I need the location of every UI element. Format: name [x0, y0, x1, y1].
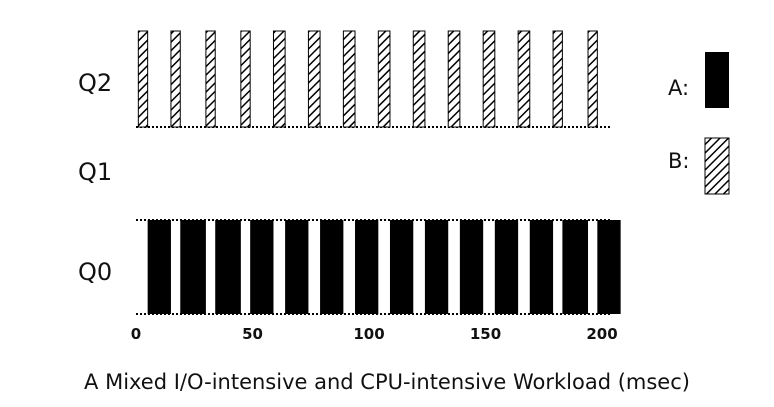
bar-b-2	[170, 30, 181, 128]
bar-a-14	[597, 220, 621, 314]
x-tick-label-200: 200	[586, 325, 617, 343]
bars-group	[137, 30, 621, 314]
bar-a-5	[285, 220, 309, 314]
bar-a-8	[389, 220, 414, 314]
x-tick-label-100: 100	[353, 325, 384, 343]
x-axis-title: A Mixed I/O-intensive and CPU-intensive …	[84, 370, 690, 394]
bar-b-11	[482, 30, 496, 128]
queue-label-q1: Q1	[78, 158, 112, 186]
bar-a-13	[562, 220, 589, 314]
legend-swatch-b	[704, 137, 730, 195]
bar-a-3	[215, 220, 241, 314]
queue-label-q2: Q2	[78, 69, 112, 97]
bar-b-6	[307, 30, 321, 128]
bar-b-3	[205, 30, 216, 128]
bar-b-9	[412, 30, 426, 128]
x-tick-label-150: 150	[470, 325, 501, 343]
bar-a-10	[459, 220, 484, 314]
bar-b-13	[552, 30, 563, 128]
bar-b-5	[272, 30, 286, 128]
bar-a-7	[355, 220, 379, 314]
bar-a-11	[494, 220, 519, 314]
legend-label-a: A:	[668, 76, 689, 100]
bar-b-12	[517, 30, 531, 128]
legend-group: A: B:	[668, 52, 730, 195]
bar-a-12	[529, 220, 554, 314]
bar-a-2	[180, 220, 206, 314]
legend-label-b: B:	[668, 149, 689, 173]
queue-labels-group: Q2 Q1 Q0	[78, 69, 112, 286]
bar-a-4	[250, 220, 274, 314]
bar-b-1	[137, 30, 149, 128]
x-tick-label-50: 50	[242, 325, 263, 343]
bar-b-4	[240, 30, 251, 128]
queue-label-q0: Q0	[78, 258, 112, 286]
legend-swatch-a	[705, 52, 729, 108]
x-axis-ticks-group: 0 50 100 150 200	[131, 325, 618, 343]
bar-b-8	[377, 30, 391, 128]
bar-a-1	[147, 220, 171, 314]
bar-a-6	[320, 220, 344, 314]
x-tick-label-0: 0	[131, 325, 141, 343]
bar-a-9	[424, 220, 449, 314]
bar-b-10	[447, 30, 461, 128]
bar-b-7	[342, 30, 356, 128]
bar-b-14	[587, 30, 598, 128]
